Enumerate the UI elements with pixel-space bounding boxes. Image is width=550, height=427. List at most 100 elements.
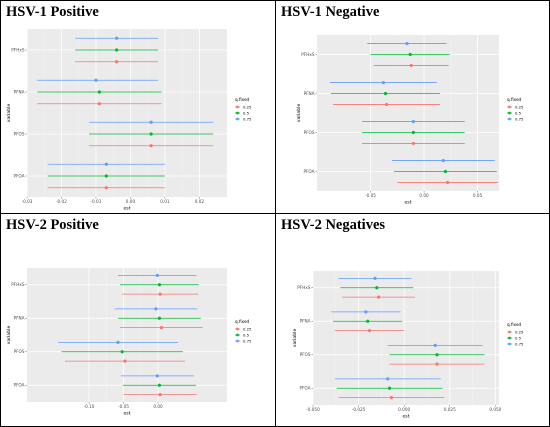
legend-label: 0.75 [243,116,252,121]
legend-key-point [236,333,239,337]
legend-key-point [236,105,239,109]
y-tick-label: PFOA [13,173,24,178]
y-axis-title: variable [6,104,12,123]
x-axis-title: est [123,206,130,212]
legend-key-point [508,117,511,121]
forest-plot-hsv2-negatives: -0.050 -0.025 0.000 0.025 0.050 PFHxS PFNA PFOS… [292,271,524,420]
legend-key-point [236,339,239,343]
legend-label: 0.5 [243,110,250,115]
y-tick-label: PFOS [304,130,315,135]
estimate-point [411,119,415,124]
legend-label: 0.25 [515,104,524,109]
legend-title: q.fixed [507,322,522,327]
y-tick-label: PFHxS [11,47,25,52]
estimate-point [408,52,412,57]
x-tick-label: 0.050 [489,407,501,412]
estimate-point [115,36,119,40]
x-tick-label: -0.02 [56,199,67,204]
estimate-point [157,383,162,387]
estimate-point [155,273,159,277]
y-tick-label: PFOA [299,386,310,391]
panel-hsv1-positive: HSV-1 Positive -0.03 -0.02 -0.01 0.00 0.01 0.… [0,0,276,214]
estimate-point [149,132,153,136]
y-tick-label: PFOS [14,131,25,136]
estimate-point [409,63,413,68]
legend-key-point [508,105,511,109]
legend-label: 0.5 [243,332,250,337]
estimate-point [435,362,439,366]
panel-hsv1-negative: HSV-1 Negative -0.05 0.00 0.05 PFHxS PFNA PFO… [275,0,550,214]
x-tick-label: 0.00 [419,193,429,198]
estimate-point [373,276,377,280]
estimate-point [97,90,102,94]
legend-key-point [508,336,511,340]
estimate-point [158,292,162,296]
estimate-point [154,307,158,311]
estimate-point [366,319,370,323]
legend-label: 0.5 [515,335,522,340]
x-tick-label: 0.000 [398,407,410,412]
estimate-point [389,396,394,400]
y-axis-title: variable [292,329,298,348]
estimate-point [123,359,127,363]
x-tick-label: -0.050 [306,407,320,412]
legend-key-point [508,330,511,334]
legend-label: 0.25 [243,104,252,109]
legend-label: 0.75 [243,338,252,343]
y-tick-label: PFHxS [11,282,25,287]
estimate-point [443,169,448,174]
y-axis-title: variable [6,326,12,345]
x-tick-label: 0.025 [444,407,456,412]
x-tick-label: 0.01 [160,199,170,204]
y-tick-label: PFNA [300,319,311,324]
x-tick-label: -0.05 [118,404,129,409]
estimate-point [383,91,388,96]
y-tick-label: PFHxS [297,285,311,290]
legend-key-point [236,327,239,331]
y-tick-label: PFNA [304,91,315,96]
estimate-point [384,102,389,107]
estimate-point [104,186,108,190]
estimate-point [149,120,153,124]
x-tick-label: -0.10 [84,404,95,409]
estimate-point [94,78,98,82]
estimate-point [375,286,379,290]
estimate-point [155,374,159,378]
estimate-point [446,180,450,185]
estimate-point [158,393,162,397]
estimate-point [405,41,409,46]
legend-label: 0.25 [515,329,524,334]
estimate-point [367,329,372,333]
estimate-point [159,326,164,330]
plot-background [313,271,499,405]
x-axis-title: est [404,200,411,206]
panel-title: HSV-1 Positive [6,4,99,20]
y-tick-label: PFOS [300,352,311,357]
forest-plot-hsv2-positive: -0.10 -0.05 0.00 PFHxS PFNA PFOS PFOA est variab… [6,268,252,417]
estimate-point [411,130,415,135]
legend-label: 0.75 [515,116,524,121]
legend-key-point [236,117,239,121]
y-tick-label: PFNA [14,89,25,94]
x-axis-title: est [402,414,409,420]
y-tick-label: PFOA [13,383,24,388]
forest-plot-hsv1-negative: -0.05 0.00 0.05 PFHxS PFNA PFOS PFOA est variabl… [296,35,524,206]
x-axis-title: est [123,411,130,417]
estimate-point [441,158,445,163]
estimate-point [387,386,392,390]
y-tick-label: PFOA [303,169,314,174]
legend-key-point [508,342,511,346]
estimate-point [104,174,108,178]
estimate-point [435,353,439,357]
x-tick-label: 0.02 [195,199,205,204]
x-tick-label: -0.01 [91,199,102,204]
estimate-point [115,48,119,52]
legend-title: q.fixed [235,97,250,102]
panel-title: HSV-2 Negatives [281,217,386,233]
estimate-point [433,343,437,347]
legend-label: 0.75 [515,341,524,346]
estimate-point [386,377,390,381]
estimate-point [115,60,119,64]
x-tick-label: -0.05 [365,193,376,198]
